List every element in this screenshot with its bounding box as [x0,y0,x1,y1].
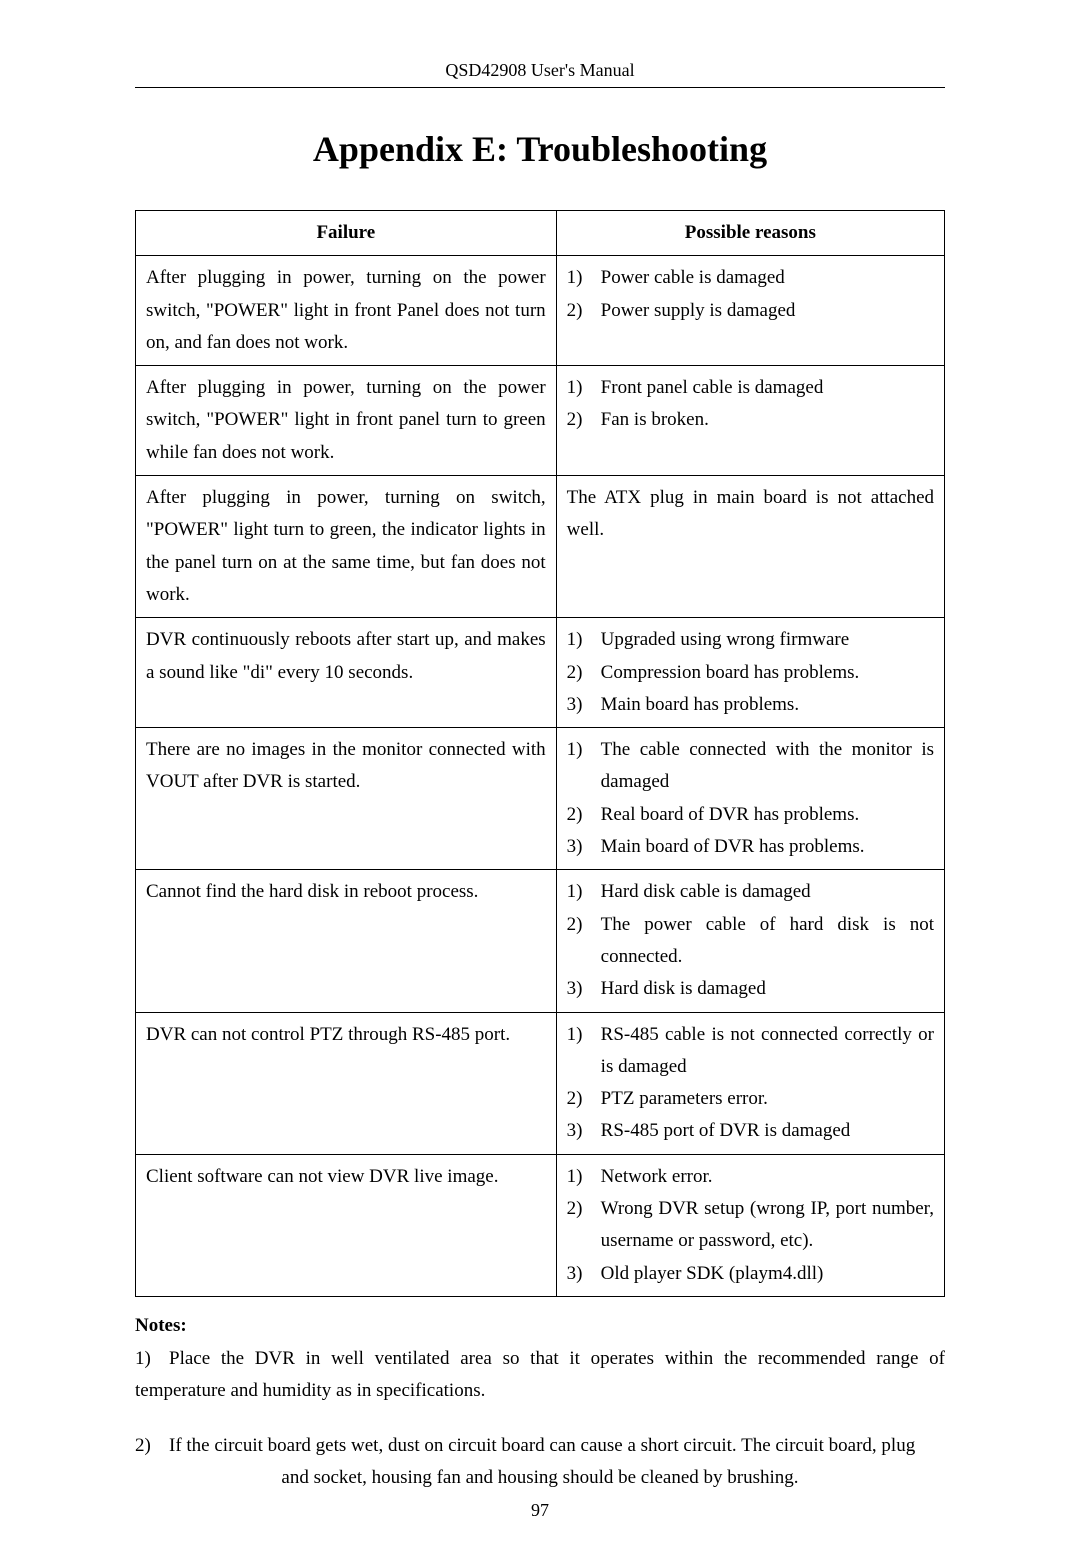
reason-number: 3) [567,1115,601,1147]
reasons-cell: 1)Power cable is damaged2)Power supply i… [556,256,944,366]
note-text: Place the DVR in well ventilated area so… [135,1348,945,1401]
note-number: 1) [135,1343,169,1375]
reasons-cell: 1)Front panel cable is damaged2)Fan is b… [556,366,944,476]
table-header-row: Failure Possible reasons [136,211,945,256]
reason-item: 2)Fan is broken. [567,404,934,436]
reason-number: 2) [567,295,601,327]
reason-item: 2)Real board of DVR has problems. [567,799,934,831]
reason-item: 1)Front panel cable is damaged [567,372,934,404]
reason-number: 2) [567,1083,601,1115]
table-row: After plugging in power, turning on the … [136,256,945,366]
reason-item: 1)Upgraded using wrong firmware [567,624,934,656]
failure-cell: Client software can not view DVR live im… [136,1154,557,1296]
notes-label: Notes: [135,1315,945,1337]
note-2: 2)If the circuit board gets wet, dust on… [135,1430,945,1495]
reason-number: 1) [567,1019,601,1051]
reason-text: Power cable is damaged [601,262,934,294]
reason-text: PTZ parameters error. [601,1083,934,1115]
reason-text: Power supply is damaged [601,295,934,327]
reason-text: Main board has problems. [601,689,934,721]
table-row: Client software can not view DVR live im… [136,1154,945,1296]
table-row: After plugging in power, turning on swit… [136,476,945,618]
reason-item: 2)Compression board has problems. [567,657,934,689]
reasons-cell: The ATX plug in main board is not attach… [556,476,944,618]
reason-text: Fan is broken. [601,404,934,436]
reason-item: 2)PTZ parameters error. [567,1083,934,1115]
table-row: DVR can not control PTZ through RS-485 p… [136,1012,945,1154]
table-body: After plugging in power, turning on the … [136,256,945,1297]
reason-item: 2)Power supply is damaged [567,295,934,327]
reason-number: 1) [567,262,601,294]
table-row: Cannot find the hard disk in reboot proc… [136,870,945,1012]
reason-item: 1)RS-485 cable is not connected correctl… [567,1019,934,1084]
page-header: QSD42908 User's Manual [135,60,945,81]
reason-text: RS-485 cable is not connected correctly … [601,1019,934,1084]
reason-text: Front panel cable is damaged [601,372,934,404]
reason-number: 1) [567,624,601,656]
failure-cell: After plugging in power, turning on swit… [136,476,557,618]
reason-item: 1)Hard disk cable is damaged [567,876,934,908]
reason-number: 2) [567,909,601,941]
reasons-cell: 1)Hard disk cable is damaged2)The power … [556,870,944,1012]
header-rule [135,87,945,88]
col-header-reasons: Possible reasons [556,211,944,256]
reason-number: 2) [567,404,601,436]
table-row: There are no images in the monitor conne… [136,728,945,870]
reason-text: The cable connected with the monitor is … [601,734,934,799]
reason-number: 3) [567,973,601,1005]
reason-text: RS-485 port of DVR is damaged [601,1115,934,1147]
reason-number: 2) [567,799,601,831]
page-title: Appendix E: Troubleshooting [135,128,945,170]
reason-text: Upgraded using wrong firmware [601,624,934,656]
reason-number: 3) [567,689,601,721]
reason-number: 1) [567,372,601,404]
reason-number: 2) [567,657,601,689]
note-text: If the circuit board gets wet, dust on c… [169,1435,915,1456]
failure-cell: After plugging in power, turning on the … [136,256,557,366]
reason-item: 1)Network error. [567,1161,934,1193]
reason-item: 3)Hard disk is damaged [567,973,934,1005]
reason-text: Compression board has problems. [601,657,934,689]
document-page: QSD42908 User's Manual Appendix E: Troub… [0,0,1080,1561]
table-row: DVR continuously reboots after start up,… [136,618,945,728]
failure-cell: There are no images in the monitor conne… [136,728,557,870]
failure-cell: DVR can not control PTZ through RS-485 p… [136,1012,557,1154]
failure-cell: After plugging in power, turning on the … [136,366,557,476]
note-1: 1)Place the DVR in well ventilated area … [135,1343,945,1408]
reason-text: Wrong DVR setup (wrong IP, port number, … [601,1193,934,1258]
reason-text: Real board of DVR has problems. [601,799,934,831]
reason-item: 2)The power cable of hard disk is not co… [567,909,934,974]
failure-cell: Cannot find the hard disk in reboot proc… [136,870,557,1012]
reason-text: Network error. [601,1161,934,1193]
reason-item: 1)The cable connected with the monitor i… [567,734,934,799]
failure-cell: DVR continuously reboots after start up,… [136,618,557,728]
reason-number: 1) [567,876,601,908]
reason-number: 2) [567,1193,601,1225]
reason-item: 3)Main board of DVR has problems. [567,831,934,863]
note-number: 2) [135,1430,169,1462]
reason-text: The power cable of hard disk is not conn… [601,909,934,974]
reason-item: 2)Wrong DVR setup (wrong IP, port number… [567,1193,934,1258]
reason-text: Hard disk is damaged [601,973,934,1005]
reason-number: 1) [567,1161,601,1193]
page-number: 97 [135,1500,945,1521]
reason-item: 3)Old player SDK (playm4.dll) [567,1258,934,1290]
reason-text: Hard disk cable is damaged [601,876,934,908]
reason-text: Old player SDK (playm4.dll) [601,1258,934,1290]
reasons-cell: 1)Network error.2)Wrong DVR setup (wrong… [556,1154,944,1296]
reason-number: 1) [567,734,601,766]
note-2-continuation: and socket, housing fan and housing shou… [135,1462,945,1494]
reason-item: 1)Power cable is damaged [567,262,934,294]
col-header-failure: Failure [136,211,557,256]
troubleshoot-table: Failure Possible reasons After plugging … [135,210,945,1297]
reason-text: Main board of DVR has problems. [601,831,934,863]
reason-number: 3) [567,831,601,863]
reason-item: 3)RS-485 port of DVR is damaged [567,1115,934,1147]
reasons-cell: 1)Upgraded using wrong firmware2)Compres… [556,618,944,728]
reasons-cell: 1)RS-485 cable is not connected correctl… [556,1012,944,1154]
reasons-cell: 1)The cable connected with the monitor i… [556,728,944,870]
reason-number: 3) [567,1258,601,1290]
table-row: After plugging in power, turning on the … [136,366,945,476]
reason-item: 3)Main board has problems. [567,689,934,721]
